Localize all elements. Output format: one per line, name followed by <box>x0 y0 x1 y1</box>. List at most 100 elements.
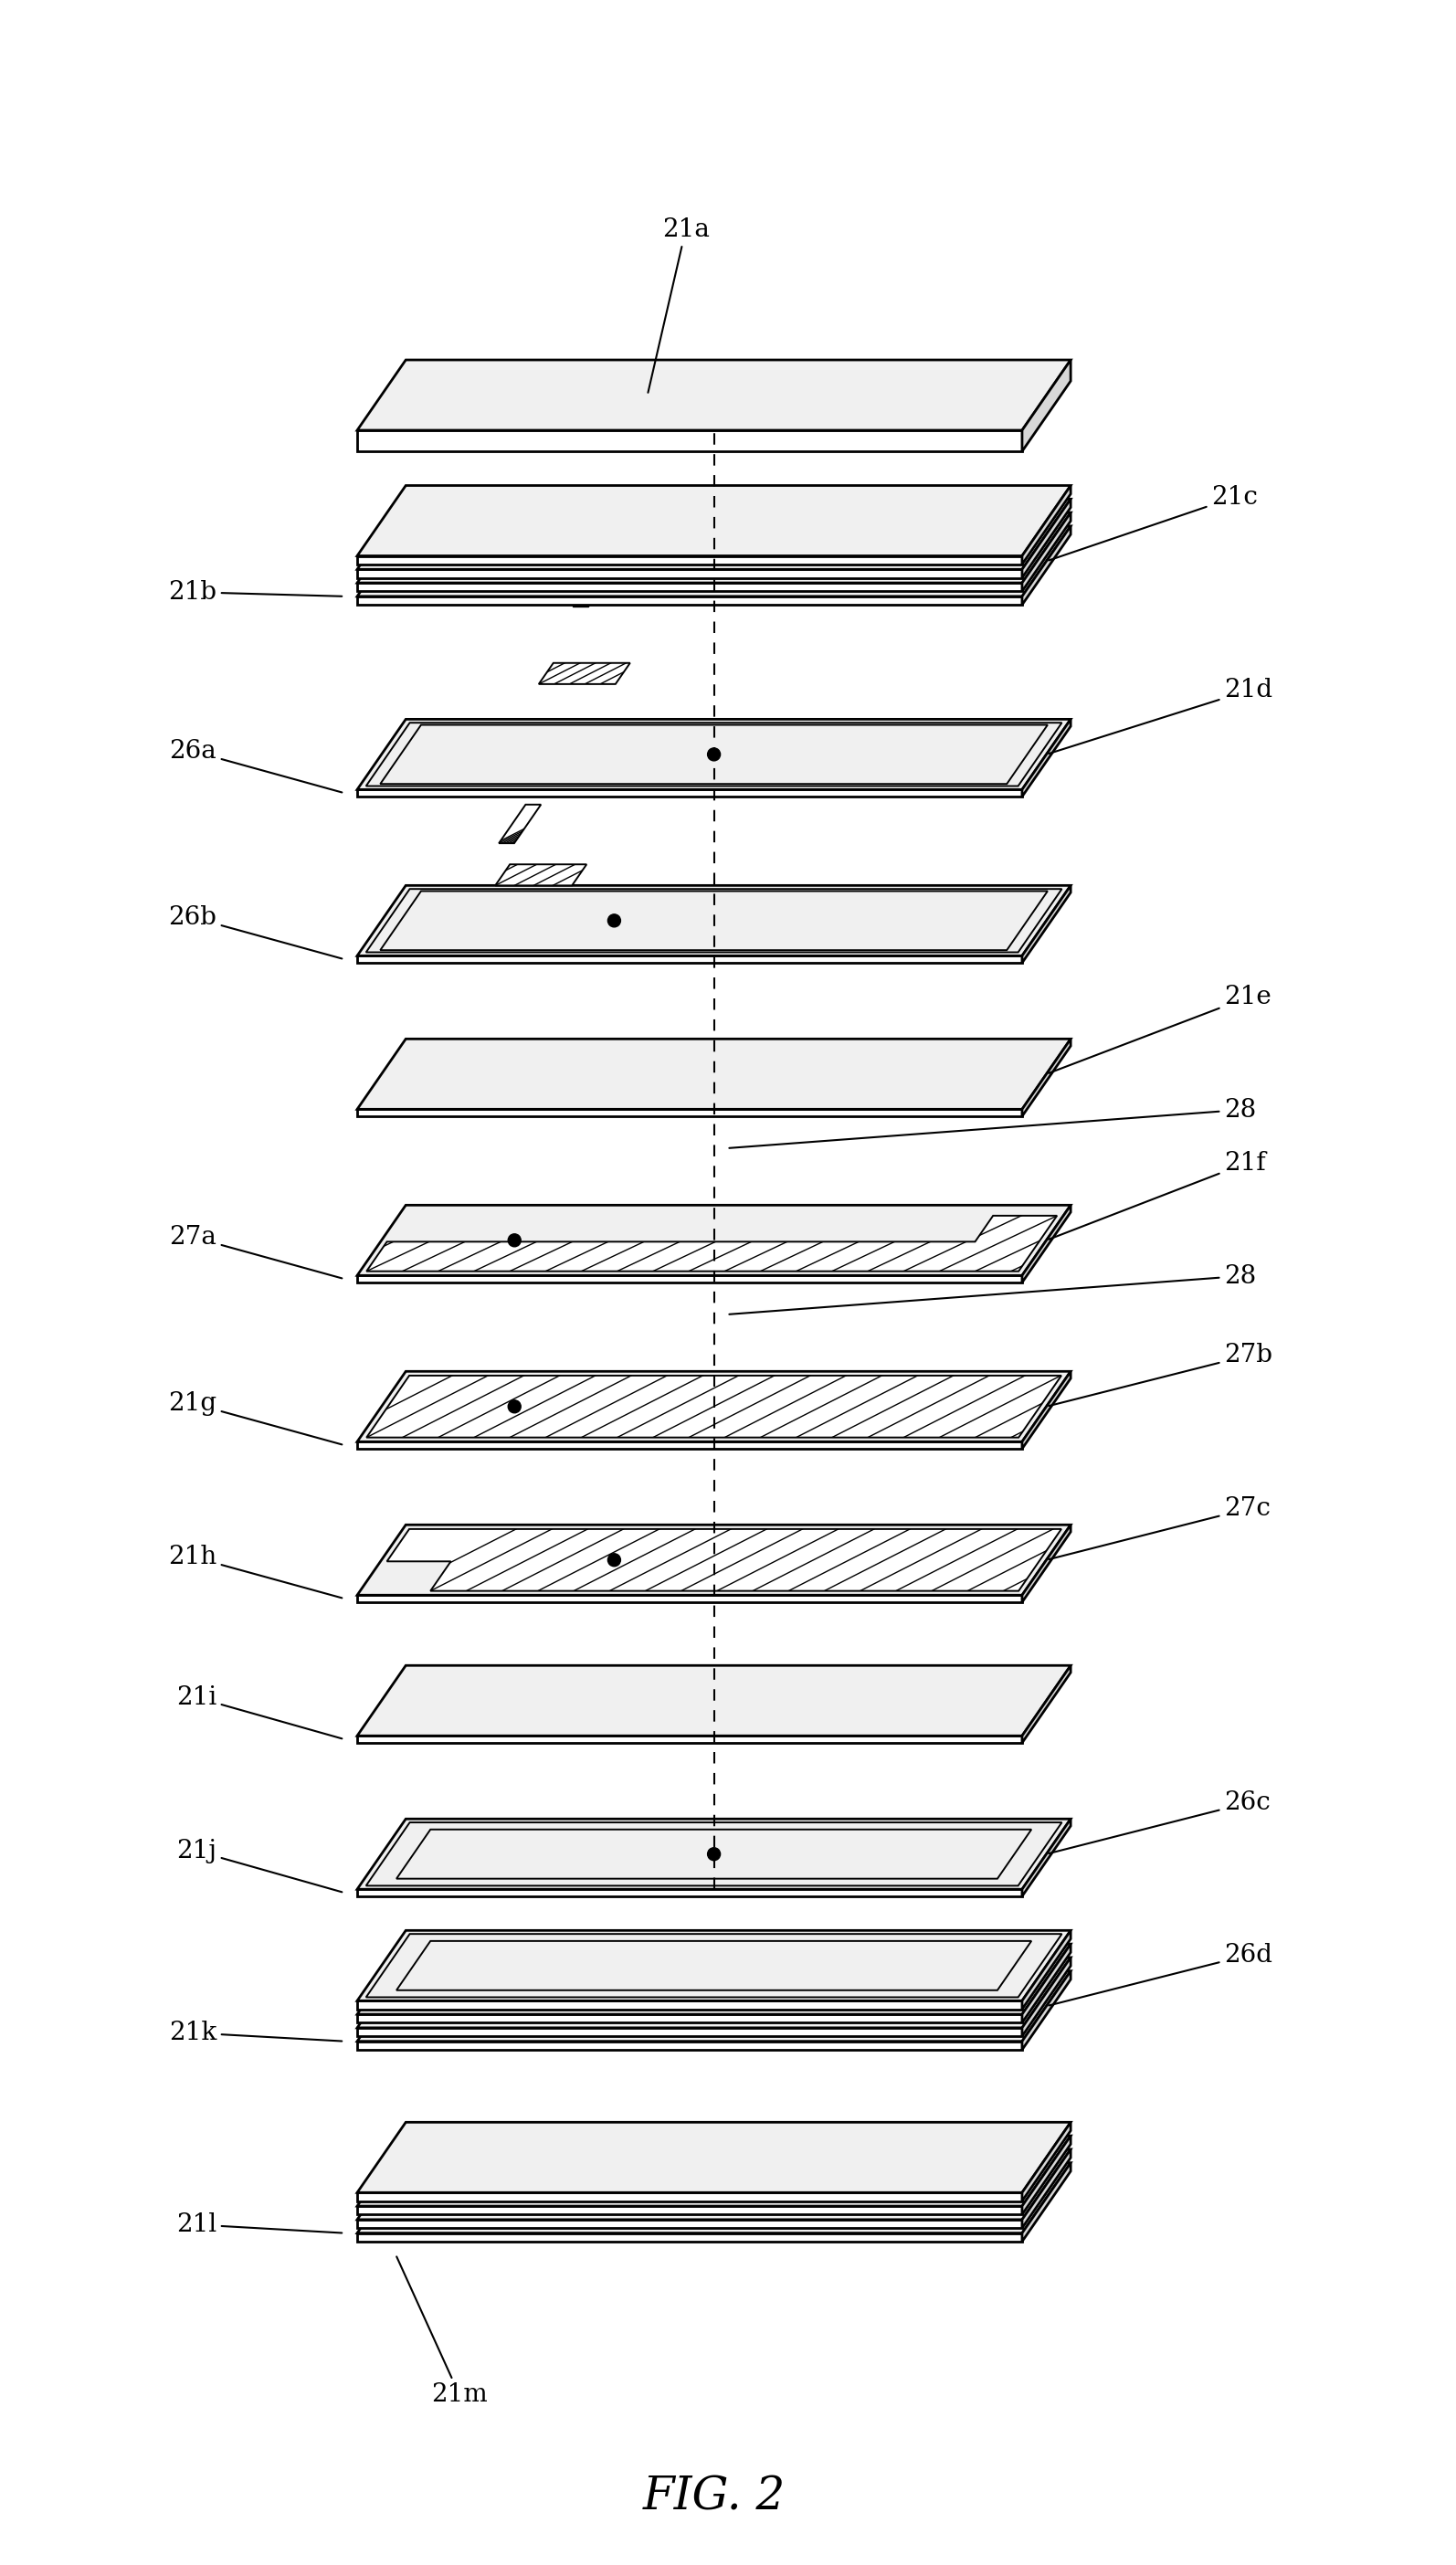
Text: 28: 28 <box>729 1098 1257 1149</box>
Polygon shape <box>357 2029 1022 2037</box>
Polygon shape <box>357 790 1022 798</box>
Circle shape <box>607 1554 620 1567</box>
Polygon shape <box>357 718 1070 790</box>
Circle shape <box>508 1234 521 1247</box>
Text: 21j: 21j <box>176 1839 342 1893</box>
Polygon shape <box>357 569 1022 577</box>
Text: 21m: 21m <box>396 2257 488 2409</box>
Text: 21i: 21i <box>176 1685 342 1739</box>
Polygon shape <box>357 595 1022 605</box>
Text: 26d: 26d <box>1048 1942 1273 2006</box>
Polygon shape <box>357 1206 1070 1275</box>
Polygon shape <box>1022 1206 1070 1282</box>
Text: 21c: 21c <box>1048 485 1258 559</box>
Polygon shape <box>499 805 542 844</box>
Polygon shape <box>357 1372 1070 1442</box>
Polygon shape <box>357 718 1070 790</box>
Text: 27c: 27c <box>1048 1495 1271 1560</box>
Polygon shape <box>357 1737 1022 1742</box>
Polygon shape <box>539 662 630 685</box>
Polygon shape <box>387 1529 1061 1590</box>
Polygon shape <box>357 1931 1070 2001</box>
Text: 21k: 21k <box>169 2021 342 2044</box>
Polygon shape <box>357 1944 1070 2014</box>
Polygon shape <box>357 1275 1022 1282</box>
Polygon shape <box>1022 885 1070 962</box>
Polygon shape <box>357 885 1070 957</box>
Polygon shape <box>1022 1372 1070 1449</box>
Polygon shape <box>357 1039 1070 1108</box>
Text: 21e: 21e <box>1048 985 1271 1072</box>
Text: FIG. 2: FIG. 2 <box>642 2475 785 2519</box>
Text: 28: 28 <box>729 1265 1257 1313</box>
Polygon shape <box>367 1216 1057 1272</box>
Polygon shape <box>357 1524 1070 1595</box>
Text: 26c: 26c <box>1048 1790 1271 1854</box>
Polygon shape <box>357 1595 1022 1603</box>
Polygon shape <box>1022 2137 1070 2214</box>
Polygon shape <box>1022 1957 1070 2037</box>
Polygon shape <box>357 885 1070 957</box>
Polygon shape <box>1022 526 1070 605</box>
Polygon shape <box>1022 2121 1070 2201</box>
Polygon shape <box>357 500 1070 569</box>
Polygon shape <box>1022 359 1070 451</box>
Polygon shape <box>357 2162 1070 2234</box>
Polygon shape <box>1022 1931 1070 2008</box>
Text: 27b: 27b <box>1048 1344 1273 1406</box>
Polygon shape <box>367 1216 1057 1272</box>
Polygon shape <box>1022 2162 1070 2242</box>
Polygon shape <box>387 1529 1061 1590</box>
Polygon shape <box>499 805 542 844</box>
Polygon shape <box>1022 1944 1070 2024</box>
Polygon shape <box>574 567 614 608</box>
Polygon shape <box>357 1957 1070 2029</box>
Text: 27a: 27a <box>169 1224 342 1277</box>
Polygon shape <box>357 513 1070 582</box>
Polygon shape <box>1022 500 1070 577</box>
Circle shape <box>708 1847 721 1860</box>
Polygon shape <box>357 1108 1022 1116</box>
Polygon shape <box>1022 1665 1070 1742</box>
Text: 21a: 21a <box>648 218 709 392</box>
Polygon shape <box>367 1375 1061 1436</box>
Polygon shape <box>357 431 1022 451</box>
Polygon shape <box>495 864 587 885</box>
Polygon shape <box>357 2193 1022 2201</box>
Circle shape <box>607 913 620 926</box>
Polygon shape <box>1022 485 1070 564</box>
Polygon shape <box>357 1665 1070 1737</box>
Text: 21g: 21g <box>167 1390 342 1444</box>
Polygon shape <box>357 2137 1070 2206</box>
Text: 21l: 21l <box>176 2211 342 2237</box>
Polygon shape <box>357 885 1070 957</box>
Polygon shape <box>1022 2149 1070 2229</box>
Circle shape <box>508 1400 521 1413</box>
Polygon shape <box>357 957 1022 962</box>
Polygon shape <box>1022 513 1070 593</box>
Polygon shape <box>357 2001 1022 2008</box>
Text: 21h: 21h <box>167 1544 342 1598</box>
Polygon shape <box>357 1819 1070 1890</box>
Polygon shape <box>357 718 1070 790</box>
Polygon shape <box>357 359 1070 431</box>
Polygon shape <box>367 1375 1061 1436</box>
Polygon shape <box>1022 1039 1070 1116</box>
Text: 26a: 26a <box>169 739 342 793</box>
Polygon shape <box>357 2206 1022 2214</box>
Polygon shape <box>357 1890 1022 1896</box>
Text: 26b: 26b <box>169 905 342 959</box>
Polygon shape <box>357 557 1022 564</box>
Polygon shape <box>495 864 587 885</box>
Polygon shape <box>357 2234 1022 2242</box>
Polygon shape <box>539 662 630 685</box>
Polygon shape <box>1022 1970 1070 2049</box>
Polygon shape <box>357 1970 1070 2042</box>
Polygon shape <box>357 2149 1070 2219</box>
Polygon shape <box>357 2014 1022 2024</box>
Polygon shape <box>1022 1524 1070 1603</box>
Text: 21d: 21d <box>1048 677 1273 754</box>
Text: 21b: 21b <box>167 580 342 605</box>
Polygon shape <box>357 526 1070 595</box>
Polygon shape <box>1022 1819 1070 1896</box>
